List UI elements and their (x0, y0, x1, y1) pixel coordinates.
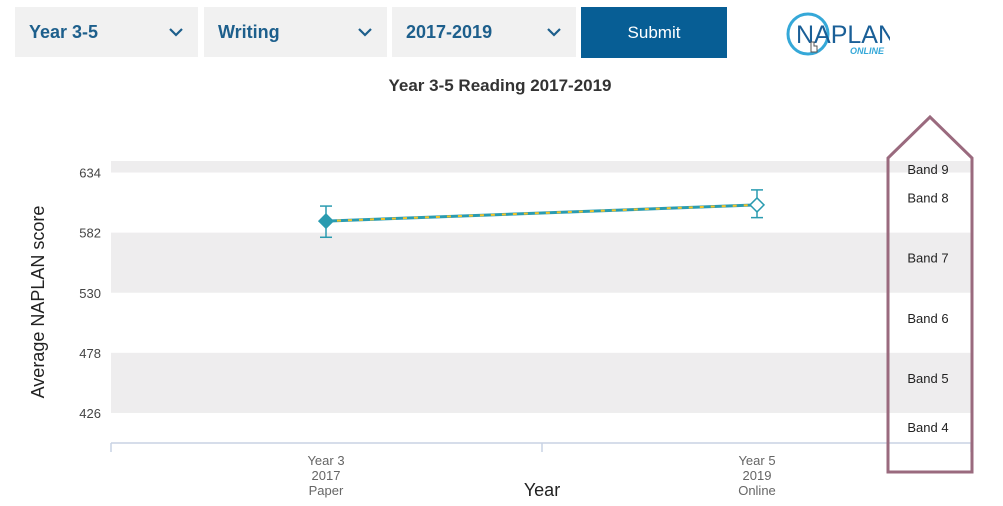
band-bracket (886, 114, 974, 474)
chart-axes: 634 582 530 478 426 Year 3 2017 Paper Year 5 2019… (79, 166, 972, 498)
chevron-down-icon (358, 28, 372, 37)
naplan-online-logo[interactable]: NAPLAN ONLINE (784, 8, 890, 60)
logo-ring (786, 12, 830, 56)
band-labels: Band 9 Band 8 Band 7 Band 6 Band 5 Band 4 (907, 162, 948, 435)
y-tick-label: 478 (79, 346, 101, 361)
series-line (325, 203, 758, 223)
band-shade (111, 232, 971, 293)
y-axis-title: Average NAPLAN score (28, 206, 48, 399)
x-axis-title: Year (524, 480, 560, 500)
chart-title: Year 3-5 Reading 2017-2019 (388, 76, 612, 95)
period-select[interactable]: 2017-2019 (392, 7, 576, 57)
x-tick-label-line: Paper (309, 483, 344, 498)
x-tick-label: Year 5 2019 Online (738, 453, 776, 498)
x-tick-label-line: Year 5 (738, 453, 775, 468)
band-label: Band 5 (907, 371, 948, 386)
chevron-down-icon (169, 28, 183, 37)
band-label: Band 7 (907, 251, 948, 266)
submit-button[interactable]: Submit (581, 7, 727, 58)
y-tick-label: 634 (79, 166, 101, 181)
band-label: Band 9 (907, 162, 948, 177)
x-tick-label-line: Year 3 (307, 453, 344, 468)
band-shade (111, 352, 971, 413)
x-tick-label-line: Online (738, 483, 776, 498)
year-range-select[interactable]: Year 3-5 (15, 7, 198, 57)
year-range-select-value: Year 3-5 (29, 21, 99, 42)
hand-pointer-icon (810, 41, 818, 53)
band-label: Band 8 (907, 191, 948, 206)
x-tick-label: Year 3 2017 Paper (307, 453, 344, 498)
y-tick-label: 582 (79, 226, 101, 241)
series-layer (317, 189, 766, 239)
period-select-value: 2017-2019 (406, 21, 493, 42)
logo-subtext: ONLINE (850, 46, 885, 56)
band-label: Band 4 (907, 420, 948, 435)
x-tick-label-line: 2019 (743, 468, 772, 483)
data-point (748, 196, 766, 213)
domain-select[interactable]: Writing (204, 7, 387, 57)
y-tick-label: 426 (79, 406, 101, 421)
data-point (317, 213, 335, 230)
band-label: Band 6 (907, 311, 948, 326)
x-tick-label-line: 2017 (312, 468, 341, 483)
band-shade (111, 161, 971, 173)
y-tick-label: 530 (79, 286, 101, 301)
band-shading (111, 161, 971, 413)
domain-select-value: Writing (218, 21, 280, 42)
chevron-down-icon (547, 28, 561, 37)
